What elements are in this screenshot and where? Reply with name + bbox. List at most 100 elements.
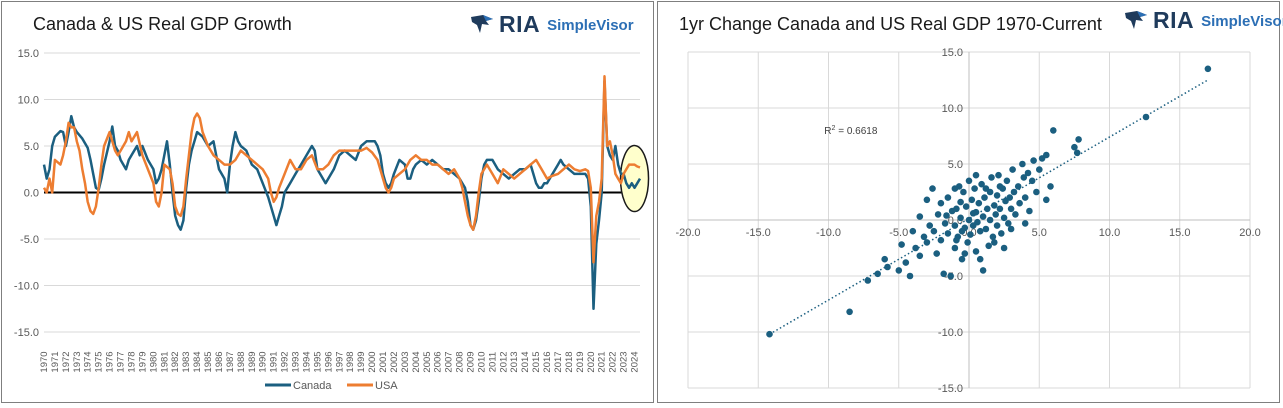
highlight-ellipse (619, 144, 650, 213)
x-tick-label: 2012 (498, 351, 509, 372)
x-tick-label: 2000 (367, 351, 378, 372)
y-tick-label: 10.0 (942, 103, 963, 115)
x-tick-label: 1997 (334, 351, 345, 372)
x-tick-label: -20.0 (675, 227, 700, 239)
x-tick-label: 1972 (61, 351, 72, 372)
scatter-point (943, 212, 950, 219)
scatter-point (1043, 151, 1050, 159)
scatter-point (974, 218, 981, 226)
scatter-point (993, 222, 1001, 229)
x-tick-label: 2006 (433, 351, 444, 372)
x-tick-label: 2018 (564, 351, 575, 372)
scatter-point (1073, 149, 1081, 157)
scatter-point (864, 277, 872, 284)
x-tick-label: 2005 (422, 351, 433, 372)
scatter-point (1020, 174, 1028, 181)
scatter-point (1043, 196, 1050, 204)
scatter-point (895, 267, 903, 274)
x-tick-label: 2004 (411, 351, 422, 372)
x-tick-label: 2008 (455, 351, 466, 372)
scatter-point (916, 213, 924, 220)
scatter-point (1014, 183, 1022, 190)
scatter-point (998, 230, 1005, 237)
x-tick-label: 2009 (465, 351, 476, 372)
y-tick-label: -15.0 (14, 327, 39, 339)
x-tick-label: 1991 (269, 351, 280, 372)
scatter-point (964, 239, 971, 246)
scatter-point (947, 272, 954, 280)
scatter-point (961, 224, 969, 232)
scatter-point (992, 211, 999, 218)
x-tick-label: 1971 (50, 351, 61, 372)
x-tick-label: 2010 (476, 351, 487, 372)
x-tick-label: 2003 (400, 351, 411, 372)
x-tick-label: 1979 (137, 351, 148, 372)
canada-series-line (42, 79, 642, 311)
scatter-point (923, 239, 931, 246)
scatter-point (940, 270, 947, 278)
scatter-point (846, 308, 853, 316)
x-tick-label: 1998 (345, 351, 356, 372)
usa-series-line (42, 75, 641, 264)
scatter-point (1026, 207, 1033, 215)
scatter-point (958, 255, 966, 263)
scatter-point (982, 225, 990, 233)
scatter-point (1007, 225, 1015, 233)
y-tick-label: 10.0 (18, 95, 39, 107)
scatter-chart-svg: 15.010.05.00.0-5.0-10.0-15.0-20.0-15.0-1… (675, 47, 1260, 395)
scatter-point (965, 177, 973, 185)
scatter-point (975, 199, 983, 207)
scatter-point (951, 222, 959, 229)
x-tick-label: 1977 (116, 351, 127, 372)
scatter-point (1000, 244, 1008, 252)
scatter-point (969, 210, 977, 217)
scatter-point (1142, 113, 1150, 121)
scatter-point (967, 231, 974, 238)
x-tick-label: 1995 (312, 351, 323, 372)
scatter-point (993, 192, 1001, 199)
scatter-point (1006, 194, 1013, 201)
x-tick-label: 1986 (214, 351, 225, 372)
scatter-point (1050, 127, 1057, 134)
x-tick-label: 1980 (148, 351, 159, 372)
scatter-point (951, 185, 959, 192)
scatter-point (934, 211, 942, 218)
scatter-point (941, 220, 949, 227)
scatter-point (1000, 214, 1008, 222)
y-tick-label: -10.0 (938, 327, 963, 339)
scatter-point (898, 241, 905, 248)
scatter-point (1009, 166, 1016, 173)
ria-logo: RIA SimpleVisor (1123, 7, 1283, 33)
scatter-point (902, 259, 910, 266)
scatter-point (989, 233, 997, 241)
scatter-point (912, 244, 919, 252)
scatter-point (937, 236, 945, 244)
x-tick-label: 15.0 (1169, 227, 1190, 239)
x-tick-label: 2020 (586, 351, 597, 372)
y-tick-label: -5.0 (20, 234, 39, 246)
y-tick-label: 5.0 (24, 141, 39, 153)
scatter-point (1036, 166, 1043, 173)
y-tick-label: -10.0 (14, 281, 39, 293)
x-tick-label: 1994 (301, 351, 312, 372)
eagle-icon (1125, 11, 1147, 29)
scatter-point (991, 202, 998, 209)
scatter-point (1012, 211, 1019, 218)
scatter-point (1005, 220, 1012, 227)
scatter-point (979, 213, 987, 220)
x-tick-label: 1970 (39, 351, 50, 372)
scatter-point (1024, 169, 1032, 177)
scatter-point (1021, 194, 1029, 201)
ria-logo: RIA SimpleVisor (469, 11, 634, 37)
scatter-point (972, 171, 980, 179)
x-tick-label: 1989 (247, 351, 258, 372)
gdp-growth-line-chart: Canada & US Real GDP Growth RIA SimpleVi… (1, 1, 654, 403)
scatter-point (978, 180, 985, 188)
x-tick-label: 2024 (630, 351, 641, 372)
x-tick-label: 1978 (126, 351, 137, 372)
scatter-point (953, 205, 960, 213)
scatter-point (1007, 205, 1015, 213)
x-tick-label: 1983 (181, 351, 192, 372)
scatter-point (884, 263, 891, 271)
simplevisor-wordmark: SimpleVisor (547, 16, 634, 34)
